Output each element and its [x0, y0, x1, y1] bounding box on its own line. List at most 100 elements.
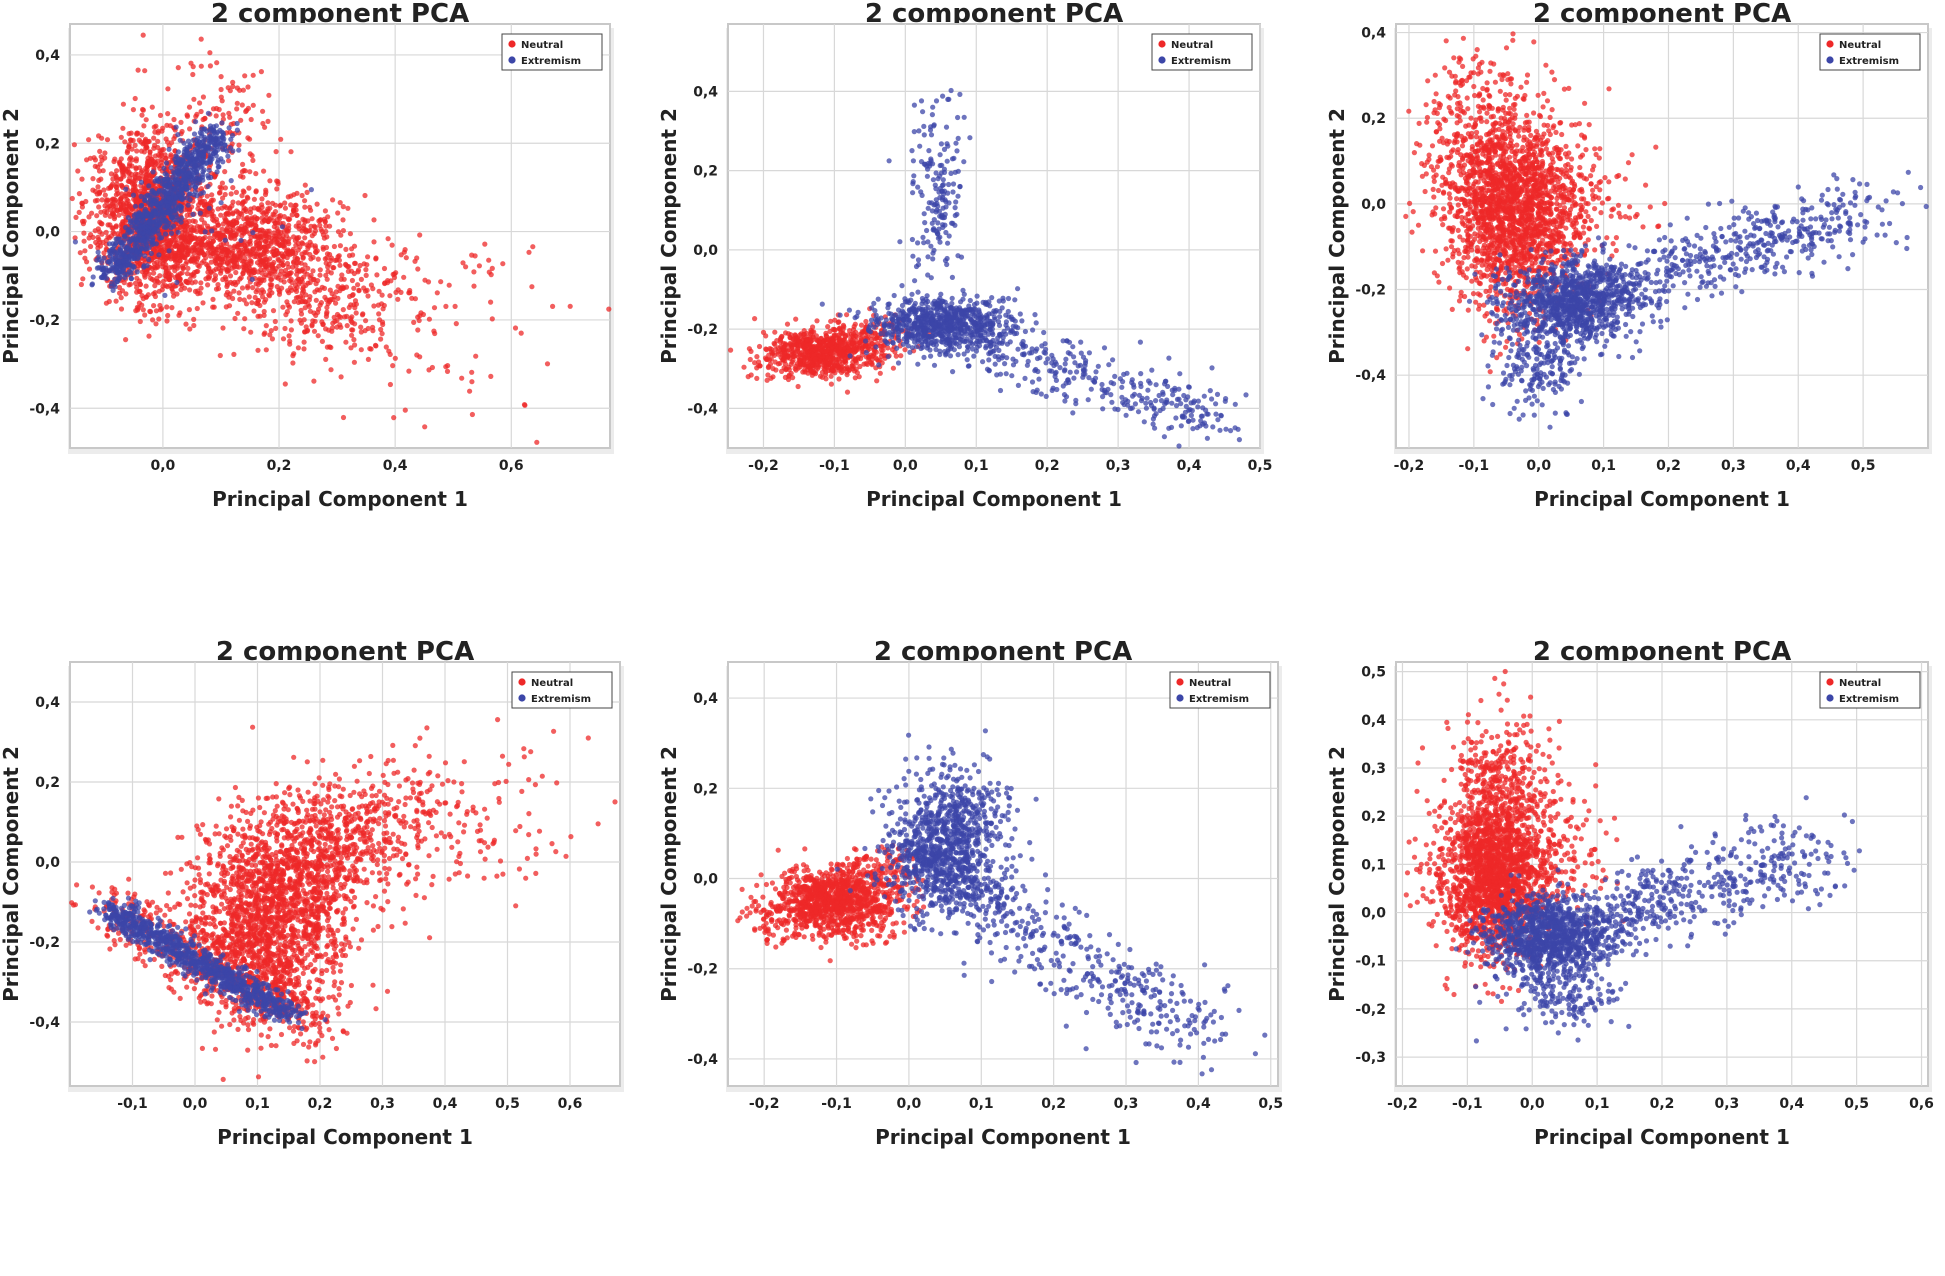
point-neutral	[212, 250, 218, 256]
point-neutral	[149, 104, 155, 110]
point-neutral	[338, 324, 344, 330]
point-neutral	[113, 298, 119, 304]
point-neutral	[885, 345, 891, 351]
point-neutral	[311, 378, 317, 384]
point-extremism	[184, 160, 190, 166]
point-neutral	[142, 312, 148, 318]
point-extremism	[203, 160, 209, 166]
point-neutral	[281, 279, 287, 285]
point-neutral	[784, 321, 791, 327]
point-neutral	[327, 287, 333, 293]
point-extremism	[165, 190, 171, 196]
point-neutral	[308, 272, 314, 278]
point-neutral	[276, 263, 282, 269]
point-neutral	[293, 202, 299, 208]
point-neutral	[140, 32, 146, 38]
point-neutral	[815, 343, 821, 349]
point-neutral	[217, 352, 223, 359]
point-neutral	[344, 323, 350, 329]
point-neutral	[79, 204, 85, 210]
point-neutral	[98, 154, 104, 160]
point-neutral	[794, 361, 800, 367]
point-neutral	[248, 329, 254, 335]
point-neutral	[460, 260, 466, 266]
point-neutral	[350, 252, 356, 258]
point-extremism	[184, 195, 190, 201]
point-neutral	[197, 100, 203, 106]
point-extremism	[199, 131, 205, 137]
point-neutral	[197, 290, 203, 296]
point-neutral	[828, 373, 834, 379]
point-neutral	[90, 187, 96, 193]
point-neutral	[111, 216, 117, 222]
point-neutral	[118, 206, 124, 212]
point-neutral	[201, 258, 207, 264]
point-neutral	[838, 349, 844, 355]
point-neutral	[248, 260, 254, 266]
point-neutral	[218, 86, 224, 93]
point-neutral	[488, 373, 494, 379]
point-neutral	[263, 323, 269, 329]
point-neutral	[242, 73, 248, 79]
point-neutral	[235, 209, 241, 215]
point-neutral	[489, 265, 495, 271]
point-neutral	[779, 345, 786, 351]
point-neutral	[270, 308, 277, 314]
point-extremism	[190, 182, 196, 188]
point-neutral	[518, 330, 524, 336]
point-extremism	[164, 218, 170, 224]
point-neutral	[266, 243, 272, 249]
point-neutral	[223, 276, 229, 282]
point-neutral	[159, 159, 165, 165]
point-extremism	[236, 147, 242, 153]
point-extremism	[114, 265, 120, 271]
point-neutral	[261, 250, 267, 256]
point-neutral	[226, 211, 232, 217]
point-neutral	[804, 337, 810, 343]
point-neutral	[343, 339, 349, 345]
point-neutral	[259, 204, 265, 210]
point-neutral	[352, 260, 358, 266]
point-neutral	[846, 367, 852, 373]
point-neutral	[324, 276, 330, 282]
point-neutral	[827, 355, 834, 361]
point-neutral	[414, 255, 420, 261]
point-neutral	[338, 232, 344, 238]
point-extremism	[180, 168, 186, 174]
point-extremism	[151, 192, 157, 198]
point-extremism	[138, 224, 144, 230]
point-neutral	[836, 376, 842, 382]
point-extremism	[153, 210, 159, 216]
point-neutral	[828, 350, 834, 356]
point-neutral	[304, 189, 310, 195]
point-neutral	[756, 343, 763, 350]
point-extremism	[133, 236, 139, 242]
point-neutral	[218, 212, 224, 218]
point-neutral	[215, 222, 222, 228]
point-neutral	[793, 316, 799, 322]
point-neutral	[418, 310, 424, 316]
point-neutral	[349, 314, 355, 320]
point-neutral	[277, 215, 283, 221]
point-extremism	[146, 234, 152, 240]
point-neutral	[323, 223, 329, 229]
point-neutral	[261, 312, 267, 318]
point-neutral	[224, 283, 230, 290]
point-neutral	[301, 346, 307, 352]
point-neutral	[857, 340, 863, 346]
point-neutral	[302, 182, 308, 188]
point-extremism	[166, 195, 172, 201]
point-neutral	[349, 332, 355, 338]
point-neutral	[95, 164, 101, 170]
point-neutral	[271, 246, 277, 252]
point-extremism	[109, 265, 115, 272]
point-neutral	[367, 346, 373, 352]
point-neutral	[159, 306, 165, 312]
point-neutral	[402, 407, 408, 413]
point-neutral	[337, 243, 343, 249]
point-neutral	[252, 225, 258, 232]
point-neutral	[198, 228, 204, 235]
point-neutral	[314, 287, 320, 293]
point-neutral	[155, 138, 161, 144]
